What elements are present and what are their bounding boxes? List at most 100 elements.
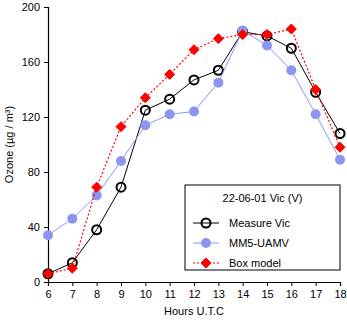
point	[141, 106, 150, 115]
point	[117, 183, 126, 192]
point	[165, 109, 175, 119]
legend-title: 22-06-01 Vic (V)	[223, 192, 303, 204]
tick-label: 12	[188, 288, 200, 300]
point	[43, 269, 53, 279]
y-axis: 0 40 80 120 160 200	[22, 1, 49, 288]
tick: 13	[213, 282, 225, 300]
point	[92, 225, 101, 234]
tick-label: 14	[237, 288, 249, 300]
tick-label: 15	[261, 288, 273, 300]
point	[287, 44, 296, 53]
point	[116, 156, 126, 166]
tick-label: 11	[164, 288, 175, 300]
tick-mark	[44, 282, 48, 283]
legend-marker	[201, 258, 211, 268]
tick: 40	[28, 221, 48, 233]
tick: 9	[118, 282, 124, 300]
tick-label: 160	[22, 56, 40, 68]
point	[43, 230, 53, 240]
point	[336, 129, 345, 138]
point	[213, 78, 223, 88]
point	[44, 269, 53, 278]
tick-label: 18	[334, 288, 346, 300]
tick-mark	[44, 62, 48, 63]
tick: 120	[22, 111, 48, 123]
legend-entry: Box model	[193, 257, 281, 269]
point	[213, 34, 223, 44]
chart: 6 7 8 9 10 11 12 13 14 15 16 17 18 0 40 80 120 160 200 22-0…	[0, 0, 347, 323]
tick-mark	[218, 282, 219, 286]
tick: 160	[22, 56, 48, 68]
tick: 14	[237, 282, 249, 300]
point	[140, 120, 150, 130]
tick-label: 6	[45, 288, 51, 300]
tick-label: 16	[286, 288, 298, 300]
tick-mark	[316, 282, 317, 286]
tick-label: 9	[118, 288, 124, 300]
tick-mark	[72, 282, 73, 286]
point	[335, 155, 345, 165]
tick-label: 8	[94, 288, 100, 300]
tick-mark	[97, 282, 98, 286]
tick: 200	[22, 1, 48, 13]
tick: 8	[94, 282, 100, 300]
tick-label: 80	[28, 166, 40, 178]
legend-line	[193, 223, 219, 224]
tick: 7	[70, 282, 76, 300]
point	[262, 30, 272, 40]
legend-label: Measure Vic	[229, 217, 290, 229]
tick-label: 200	[22, 1, 40, 13]
axis-line	[44, 8, 49, 283]
tick-mark	[44, 117, 48, 118]
point	[286, 65, 296, 75]
x-axis: 6 7 8 9 10 11 12 13 14 15 16 17 18	[45, 282, 346, 300]
tick-label: 40	[28, 221, 40, 233]
point	[165, 69, 175, 79]
x-axis-title: Hours U.T.C	[164, 305, 224, 317]
legend-marker	[202, 219, 211, 228]
tick-mark	[44, 172, 48, 173]
tick: 10	[140, 282, 152, 300]
legend-entry: MM5-UAMV	[193, 237, 290, 249]
point	[311, 85, 321, 95]
marks	[43, 24, 345, 279]
point	[311, 109, 321, 119]
point	[262, 41, 272, 51]
tick-mark	[291, 282, 292, 286]
point	[92, 182, 102, 192]
point	[189, 45, 199, 55]
point	[286, 24, 296, 34]
tick-mark	[194, 282, 195, 286]
plot: 6 7 8 9 10 11 12 13 14 15 16 17 18 0 40 80 120 160 200 22-0…	[22, 1, 347, 300]
tick: 12	[188, 282, 200, 300]
tick-mark	[170, 282, 171, 286]
legend: 22-06-01 Vic (V) Measure Vic MM5-UAMV Box m…	[185, 185, 340, 270]
tick: 11	[164, 282, 175, 300]
point	[140, 93, 150, 103]
point	[214, 66, 223, 75]
legend-marker	[201, 238, 211, 248]
tick-mark	[243, 282, 244, 286]
tick: 17	[310, 282, 322, 300]
tick-label: 13	[213, 288, 225, 300]
tick-label: 120	[22, 111, 40, 123]
point	[116, 122, 126, 132]
legend-entry: Measure Vic	[193, 217, 290, 229]
tick: 80	[28, 166, 48, 178]
legend-label: MM5-UAMV	[229, 237, 290, 249]
tick-mark	[145, 282, 146, 286]
tick-mark	[340, 282, 341, 286]
point	[67, 263, 77, 273]
tick-mark	[44, 7, 48, 8]
legend-box	[185, 185, 340, 270]
tick-mark	[121, 282, 122, 286]
series-line	[48, 32, 340, 274]
tick-mark	[44, 227, 48, 228]
y-axis-title: Ozone (µg / m³)	[3, 106, 15, 183]
legend-label: Box model	[229, 257, 281, 269]
point	[67, 214, 77, 224]
tick-label: 0	[34, 276, 40, 288]
tick-label: 7	[70, 288, 76, 300]
tick: 16	[286, 282, 298, 300]
point	[238, 30, 248, 40]
